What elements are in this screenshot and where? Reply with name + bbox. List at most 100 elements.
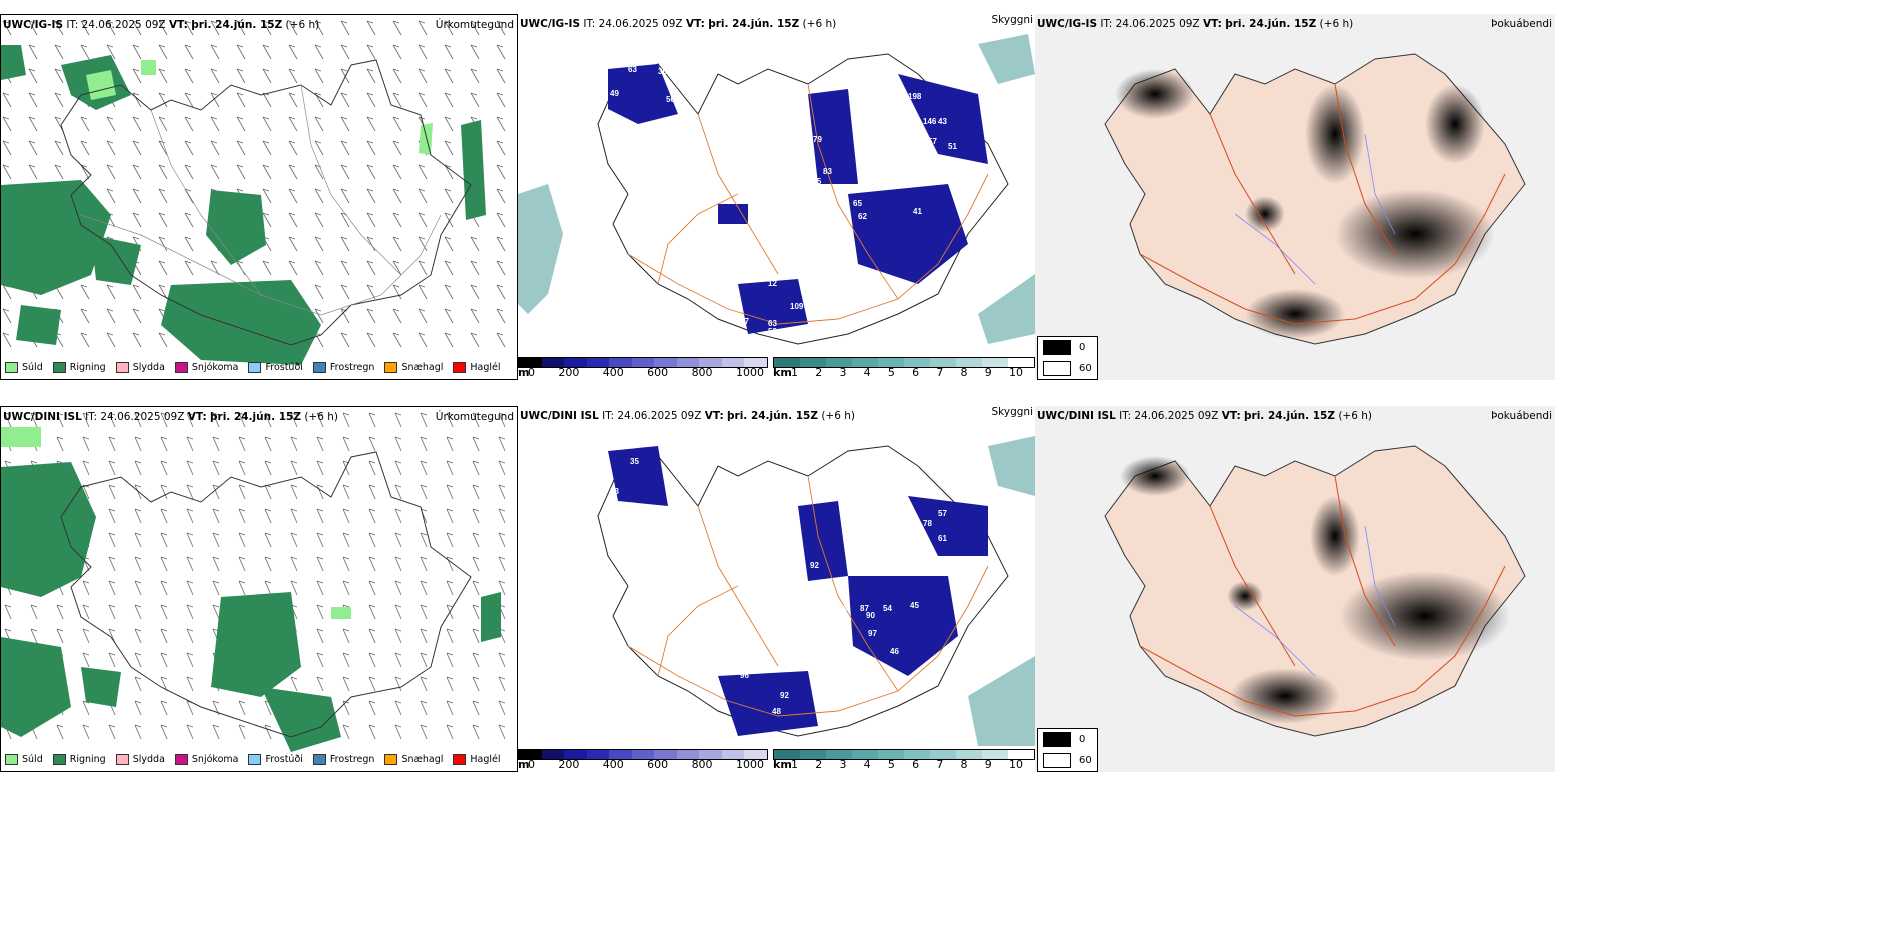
- wind-barb: [420, 436, 428, 452]
- wind-barb: [472, 412, 480, 428]
- bottom-precip-panel: UWC/DINI ISL IT: 24.06.2025 09Z VT: þri.…: [0, 406, 518, 772]
- legend-label: Súld: [22, 362, 43, 373]
- visibility-value: 198: [908, 92, 922, 101]
- precip-legend-item: Súld: [5, 362, 43, 373]
- wind-barb: [496, 44, 506, 60]
- wind-barb: [290, 580, 298, 596]
- vis-ticks-bottom: 1 2 3 4 5 6 7 8 9 10: [791, 758, 1023, 771]
- wind-barb: [288, 68, 298, 84]
- wind-barb: [264, 460, 272, 476]
- wind-barb: [158, 44, 168, 60]
- visibility-value: 61: [938, 534, 947, 543]
- visibility-value: 97: [868, 629, 877, 638]
- wind-barb: [316, 604, 324, 620]
- wind-barb: [420, 484, 428, 500]
- colorbar-tick: 9: [984, 366, 992, 379]
- wind-barb: [498, 460, 506, 476]
- cloud-unit-top: m: [518, 366, 530, 379]
- wind-barb: [472, 556, 480, 572]
- colorbar-tick: 9: [984, 758, 992, 771]
- wind-barb: [108, 724, 116, 740]
- wind-barb: [30, 628, 38, 644]
- visibility-value: 48: [772, 707, 781, 716]
- wind-barb: [238, 580, 246, 596]
- wind-barb: [160, 628, 168, 644]
- colorbar-tick: 400: [602, 366, 624, 379]
- wind-barb: [158, 260, 168, 276]
- colorbar-tick: 7: [936, 366, 944, 379]
- wind-barb: [82, 700, 90, 716]
- wind-barb: [134, 508, 142, 524]
- legend-swatch: [248, 754, 262, 765]
- legend-label: Slydda: [132, 362, 165, 373]
- colorbar-tick: 1: [791, 366, 798, 379]
- colorbar-tick: 5: [887, 758, 895, 771]
- visibility-value: 62: [858, 212, 867, 221]
- wind-barb: [420, 556, 428, 572]
- wind-barb: [470, 68, 480, 84]
- visibility-value: 63: [628, 65, 637, 74]
- wind-barb: [418, 68, 428, 84]
- wind-barb: [472, 532, 480, 548]
- visibility-value: 79: [813, 135, 822, 144]
- wind-barb: [56, 412, 64, 428]
- legend-label: Rigning: [69, 362, 106, 373]
- wind-barb: [108, 604, 116, 620]
- visibility-value: 41: [913, 207, 922, 216]
- bottom-vis-panel: 35 53 28 92 67 54 87 90 76 54 45 97 46 177 93 78 61 57 96 9…: [518, 406, 1035, 772]
- bottom-precip-type-label: Úrkomutegund: [435, 411, 514, 423]
- legend-label: Frostregn: [329, 754, 375, 765]
- wind-barb: [288, 260, 298, 276]
- wind-barb: [56, 628, 64, 644]
- legend-swatch: [384, 362, 398, 373]
- wind-barb: [368, 484, 376, 500]
- wind-barb: [290, 556, 298, 572]
- wind-barb: [236, 140, 246, 156]
- bottom-vis-type-label: Skyggni: [991, 406, 1034, 418]
- wind-barb: [2, 164, 12, 180]
- wind-barb: [56, 604, 64, 620]
- wind-barb: [392, 188, 402, 204]
- wind-barb: [418, 332, 428, 348]
- top-vis-type-label: Skyggni: [991, 14, 1034, 26]
- wind-barb: [366, 68, 376, 84]
- legend-label: Frostúði: [265, 362, 303, 373]
- wind-barb: [366, 260, 376, 276]
- wind-barb: [106, 116, 116, 132]
- wind-barb: [186, 652, 194, 668]
- wind-barb: [366, 116, 376, 132]
- legend-swatch: [5, 362, 18, 373]
- wind-barb: [418, 188, 428, 204]
- visibility-value: 52: [812, 674, 821, 683]
- wind-barb: [108, 460, 116, 476]
- wind-barb: [288, 188, 298, 204]
- wind-barb: [210, 164, 220, 180]
- wind-barb: [184, 188, 194, 204]
- vis-unit-top: km: [773, 366, 792, 379]
- visibility-value: 33: [866, 657, 875, 666]
- low-visibility-areas: [518, 34, 1035, 344]
- precip-legend-item: Slydda: [115, 362, 165, 373]
- legend-label: Haglél: [470, 754, 501, 765]
- wind-barb: [498, 412, 506, 428]
- wind-barb: [134, 628, 142, 644]
- wind-barb: [392, 332, 402, 348]
- cloud-ticks-top: 0 200 400 600 800 1000: [528, 366, 764, 379]
- wind-barb: [444, 116, 454, 132]
- wind-barb: [314, 308, 324, 324]
- wind-barb: [446, 436, 454, 452]
- wind-barb: [56, 436, 64, 452]
- wind-barb: [444, 332, 454, 348]
- visibility-value: 76: [838, 604, 847, 613]
- wind-barb: [342, 484, 350, 500]
- wind-barb: [420, 532, 428, 548]
- colorbar-tick: 4: [863, 758, 871, 771]
- wind-barb: [210, 68, 220, 84]
- vis-colorbar-bottom: [773, 749, 1035, 760]
- wind-barb: [316, 676, 324, 692]
- top-precip-type-label: Úrkomutegund: [435, 19, 514, 31]
- precip-legend-bottom: Súld Rigning Slydda Snjókoma Frostúði Frostre…: [5, 754, 501, 765]
- wind-barb: [290, 412, 298, 428]
- wind-barb: [472, 460, 480, 476]
